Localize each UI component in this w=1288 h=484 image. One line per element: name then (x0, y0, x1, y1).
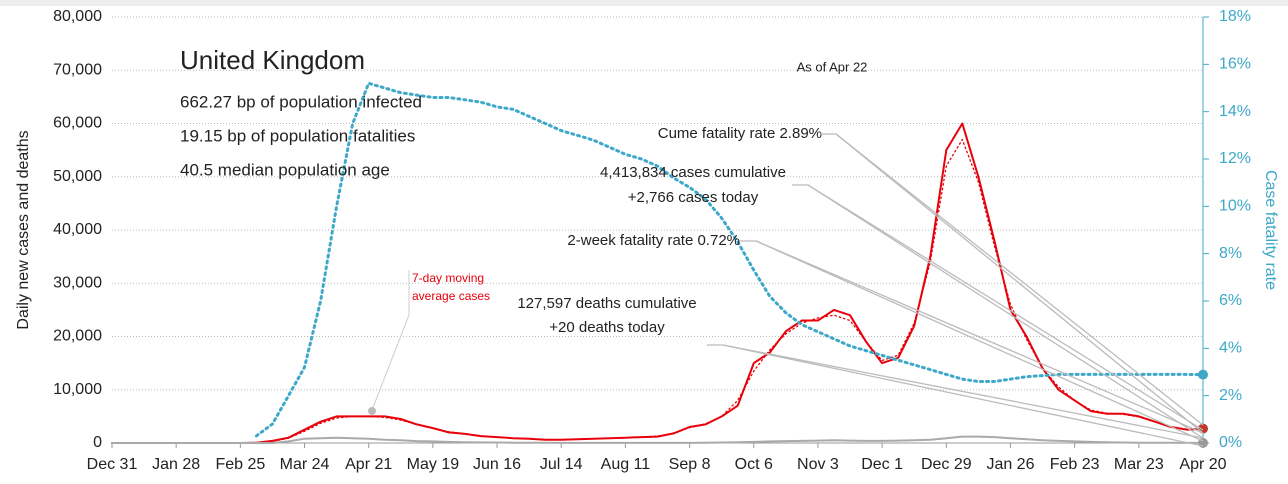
y2-tick-label: 2% (1219, 387, 1242, 404)
y2-tick-label: 10% (1219, 198, 1251, 215)
annotation: +20 deaths today (549, 319, 665, 336)
y2-tick-label: 4% (1219, 340, 1242, 357)
leader-line (820, 133, 1204, 426)
x-tick-label: Mar 23 (1114, 456, 1164, 473)
y-tick-label: 30,000 (53, 274, 102, 291)
annotation: 4,413,834 cases cumulative (600, 164, 786, 181)
series-line (254, 81, 1205, 438)
leader-line (707, 344, 1204, 439)
x-tick-label: Nov 3 (797, 456, 839, 473)
leader-line (755, 240, 1204, 442)
y-tick-label: 70,000 (53, 61, 102, 78)
y2-tick-label: 12% (1219, 150, 1251, 167)
y2-tick-label: 14% (1219, 103, 1251, 120)
annotation: As of Apr 22 (797, 59, 868, 74)
x-tick-label: Dec 1 (861, 456, 903, 473)
y-tick-label: 50,000 (53, 168, 102, 185)
y2-tick-label: 16% (1219, 56, 1251, 73)
x-tick-label: Dec 29 (921, 456, 972, 473)
y-tick-label: 0 (93, 434, 102, 451)
x-tick-label: Jan 28 (152, 456, 200, 473)
y2-tick-label: 0% (1219, 434, 1242, 451)
y-tick-label: 80,000 (53, 8, 102, 25)
y-tick-label: 40,000 (53, 221, 102, 238)
annotation: 2-week fatality rate 0.72% (567, 232, 740, 249)
y2-tick-label: 6% (1219, 292, 1242, 309)
x-tick-label: Feb 25 (215, 456, 265, 473)
top-band (0, 0, 1288, 6)
annotation: average cases (412, 289, 490, 303)
leader-dot (368, 407, 376, 415)
y-tick-label: 20,000 (53, 328, 102, 345)
leader-line (835, 133, 1204, 434)
annotation: Cume fatality rate 2.89% (658, 125, 822, 142)
x-tick-label: Dec 31 (87, 456, 138, 473)
series-line (111, 138, 1204, 444)
x-tick-label: Oct 6 (735, 456, 773, 473)
annotation: +2,766 cases today (628, 189, 759, 206)
x-tick-label: Jun 16 (473, 456, 521, 473)
annotation: 127,597 deaths cumulative (517, 295, 696, 312)
leader-line (792, 184, 1204, 431)
annotation: 7-day moving (412, 271, 484, 285)
y-axis-label: Daily new cases and deaths (15, 130, 32, 329)
x-tick-label: Jul 14 (540, 456, 583, 473)
stat-line: 662.27 bp of population infected (180, 92, 422, 111)
y2-axis-label: Case fatality rate (1262, 170, 1279, 290)
leader-line (807, 184, 1204, 439)
x-tick-label: May 19 (407, 456, 460, 473)
x-tick-label: Mar 24 (280, 456, 330, 473)
y-tick-label: 60,000 (53, 115, 102, 132)
x-tick-label: Aug 11 (601, 456, 651, 473)
y-tick-label: 10,000 (53, 381, 102, 398)
leader-line (371, 314, 410, 411)
x-tick-label: Apr 20 (1179, 456, 1226, 473)
leader-line (722, 344, 1204, 447)
y2-tick-label: 8% (1219, 245, 1242, 262)
x-tick-label: Apr 21 (345, 456, 392, 473)
x-tick-label: Feb 23 (1050, 456, 1100, 473)
stat-line: 40.5 median population age (180, 160, 390, 179)
stat-line: 19.15 bp of population fatalities (180, 126, 415, 145)
x-tick-label: Jan 26 (986, 456, 1034, 473)
y2-tick-label: 18% (1219, 8, 1251, 25)
series-line (111, 435, 1204, 444)
end-marker (1198, 369, 1208, 380)
x-tick-label: Sep 8 (669, 456, 711, 473)
